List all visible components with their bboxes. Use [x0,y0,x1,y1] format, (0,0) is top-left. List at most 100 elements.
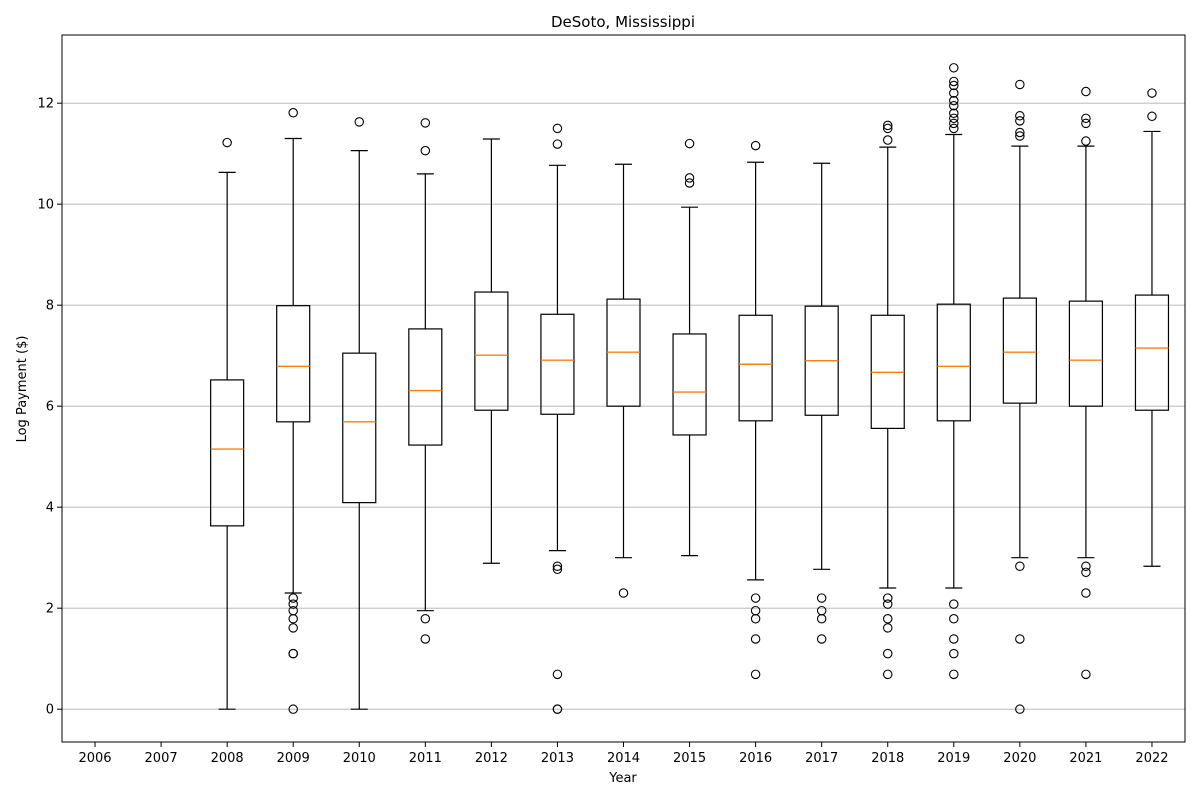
outlier-point [618,588,629,598]
box-2016 [738,140,773,680]
outlier-point [684,178,695,188]
outlier-point [552,561,563,572]
outlier-point [750,605,761,616]
y-tick-label: 0 [46,703,54,718]
box-2018 [870,120,905,680]
outlier-point [949,95,959,106]
outlier-point [949,614,959,624]
outlier-point [750,634,761,644]
outlier-point [354,117,365,127]
plot-frame [61,34,1186,743]
outlier-point [288,108,298,118]
box-2015 [672,138,707,557]
box-2009 [276,108,311,714]
outlier-point [750,593,761,603]
box-2013 [540,123,575,714]
y-tick-label: 10 [37,198,54,213]
box-iqr [276,305,311,423]
outlier-point [882,648,893,659]
outlier-point [1015,634,1025,644]
outlier-point [949,123,959,134]
outlier-point [882,135,893,145]
outlier-point [420,145,431,156]
outlier-point [882,623,893,633]
outlier-point [949,100,959,111]
outlier-point [882,669,893,680]
box-iqr [540,313,575,415]
outlier-point [420,614,431,624]
box-2022 [1134,88,1170,567]
outlier-point [1015,79,1025,90]
outlier-point [1015,704,1025,714]
outlier-point [684,138,695,149]
outlier-point [552,704,563,714]
outlier-point [1147,88,1157,98]
box-2020 [1002,79,1037,714]
outlier-point [949,599,959,609]
outlier-point [1015,561,1025,572]
outlier-point [949,669,959,680]
outlier-point [1081,669,1091,680]
outlier-point [949,80,959,91]
box-iqr [672,333,707,436]
outlier-point [949,634,959,644]
outlier-point [949,113,959,124]
outlier-point [1081,588,1091,598]
outlier-point [288,605,298,616]
outlier-point [750,669,761,680]
box-2017 [804,162,839,644]
x-tick-label: 2015 [673,751,706,766]
x-tick-label: 2010 [343,751,376,766]
x-tick-label: 2009 [277,751,310,766]
outlier-point [288,648,298,659]
outlier-point [1081,136,1091,146]
outlier-point [288,704,298,714]
outlier-point [816,634,827,644]
outlier-point [420,634,431,644]
box-2012 [474,138,509,564]
y-tick-label: 12 [37,97,54,112]
outlier-point [1015,111,1025,121]
outlier-point [1015,127,1025,138]
box-2010 [342,117,377,710]
box-2014 [606,163,641,598]
outlier-point [1081,86,1091,97]
outlier-point [684,173,695,183]
outlier-point [882,593,893,603]
chart-title: DeSoto, Mississippi [551,13,695,31]
outlier-point [222,137,232,148]
outlier-point [949,648,959,659]
y-tick-label: 8 [46,299,54,314]
box-2021 [1068,86,1104,680]
outlier-point [288,623,298,633]
x-tick-label: 2019 [937,751,970,766]
box-2011 [408,118,443,644]
outlier-point [288,599,298,609]
x-tick-label: 2017 [805,751,838,766]
box-iqr [210,379,245,527]
box-iqr [936,303,971,422]
x-tick-label: 2022 [1135,751,1168,766]
y-tick-label: 6 [46,400,54,415]
box-iqr [1134,294,1170,411]
outlier-point [1081,567,1091,578]
box-iqr [474,291,509,411]
x-tick-label: 2020 [1003,751,1036,766]
outlier-point [882,599,893,609]
x-tick-label: 2021 [1069,751,1102,766]
outlier-point [882,614,893,624]
outlier-point [288,593,298,603]
box-iqr [342,352,377,504]
x-tick-label: 2012 [475,751,508,766]
box-iqr [1002,297,1037,404]
y-tick-label: 4 [46,501,54,516]
outlier-point [420,118,431,128]
outlier-point [750,140,761,151]
outlier-point [949,108,959,119]
outlier-point [882,123,893,134]
y-tick-label: 2 [46,602,54,617]
box-2019 [936,63,971,680]
outlier-point [1081,118,1091,129]
outlier-point [882,120,893,131]
outlier-point [552,669,563,680]
